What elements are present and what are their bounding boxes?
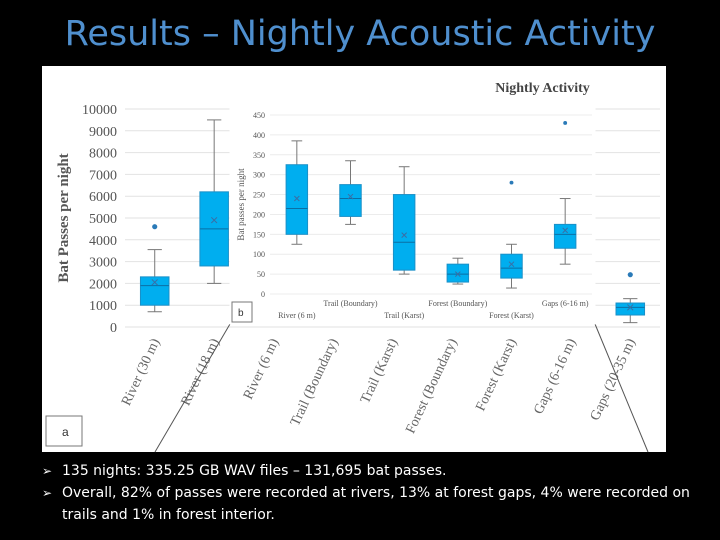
panel-b-box — [392, 194, 416, 271]
panel-a-mean-marker — [627, 304, 634, 311]
panel-b-x-tick-label: Gaps (6-16 m) — [542, 299, 589, 308]
panel-a-y-tick-label: 3000 — [89, 256, 117, 271]
panel-a-y-axis-label: Bat Passes per night — [56, 153, 72, 282]
connector-line-right — [594, 323, 649, 453]
panel-a-box — [139, 276, 170, 306]
panel-a-mean-marker — [151, 279, 158, 286]
panel-b-box — [500, 253, 523, 279]
panel-b-y-tick-label: 100 — [253, 250, 265, 259]
bullet-item: ➢ 135 nights: 335.25 GB WAV files – 131,… — [42, 460, 702, 482]
panel-a-y-tick-label: 0 — [110, 321, 117, 336]
panel-a-outlier — [152, 224, 158, 230]
panel-a-mean-marker — [210, 216, 218, 224]
panel-a-letter-box — [45, 415, 83, 447]
panel-b-mean-marker — [293, 195, 300, 202]
panel-b-y-tick-label: 300 — [253, 171, 265, 180]
panel-a-y-tick-label: 5000 — [89, 212, 117, 227]
panel-b-outlier — [509, 180, 514, 185]
panel-a-y-tick-label: 8000 — [89, 147, 117, 162]
panel-b-mean-marker — [454, 271, 461, 277]
panel-a-y-tick-label: 6000 — [89, 190, 117, 205]
panel-b-y-tick-label: 50 — [257, 270, 265, 279]
panel-b-y-tick-label: 150 — [253, 230, 265, 239]
panel-a-outlier — [627, 272, 633, 278]
chart-figure: 0100020003000400050006000700080009000100… — [42, 66, 666, 453]
panel-b-y-axis-label: Bat passes per night — [236, 168, 246, 241]
connector-line-left — [154, 323, 231, 453]
panel-b-x-tick-label: Forest (Karst) — [489, 311, 534, 320]
panel-b-box — [446, 263, 470, 283]
panel-b-box — [553, 223, 577, 249]
panel-b-y-tick-label: 200 — [253, 210, 265, 219]
panel-a-y-tick-label: 9000 — [89, 125, 117, 140]
panel-b-box — [285, 164, 309, 235]
panel-b-letter: b — [238, 308, 244, 319]
arrow-bullet-icon: ➢ — [42, 486, 53, 500]
slide-title: Results – Nightly Acoustic Activity — [64, 14, 656, 54]
panel-a-y-tick-label: 2000 — [89, 277, 117, 292]
panel-b-x-tick-label: Trail (Boundary) — [323, 299, 377, 308]
panel-b-x-tick-label: River (6 m) — [278, 311, 316, 320]
panel-b-y-tick-label: 450 — [253, 111, 265, 120]
panel-b-mean-marker — [562, 227, 569, 234]
panel-b-y-tick-label: 350 — [253, 151, 265, 160]
panel-b-y-tick-label: 400 — [253, 131, 265, 140]
panel-a-y-tick-label: 1000 — [89, 299, 117, 314]
panel-a-box — [615, 302, 646, 316]
panel-b-outlier — [563, 121, 568, 125]
bullet-text: Overall, 82% of passes were recorded at … — [62, 485, 690, 523]
arrow-bullet-icon: ➢ — [42, 464, 53, 478]
panel-b-mean-marker — [401, 232, 408, 238]
panel-b-y-tick-label: 0 — [261, 290, 265, 299]
bullet-list: ➢ 135 nights: 335.25 GB WAV files – 131,… — [42, 460, 702, 526]
panel-b-mean-marker — [508, 261, 515, 268]
zoom-connectors — [154, 323, 649, 453]
panel-b-mean-marker — [347, 193, 354, 200]
panel-b-letter-box — [231, 301, 253, 323]
panel-b-x-tick-label: Trail (Karst) — [384, 311, 424, 320]
panel-a-letter: a — [62, 425, 69, 439]
panel-a-y-tick-label: 10000 — [82, 103, 117, 118]
panel-b-title: Nightly Activity — [495, 81, 590, 96]
bullet-text: 135 nights: 335.25 GB WAV files – 131,69… — [62, 463, 447, 479]
bullet-item: ➢ Overall, 82% of passes were recorded a… — [42, 482, 702, 526]
panel-a-y-tick-label: 7000 — [89, 168, 117, 183]
panel-a-y-tick-label: 4000 — [89, 234, 117, 249]
panel-b-y-tick-label: 250 — [253, 191, 265, 200]
panel-b-x-tick-label: Forest (Boundary) — [428, 299, 487, 308]
panel-b: Nightly Activity 0 50 100 150 200 250 300 350 400… — [229, 73, 596, 325]
panel-b-box — [339, 184, 362, 217]
